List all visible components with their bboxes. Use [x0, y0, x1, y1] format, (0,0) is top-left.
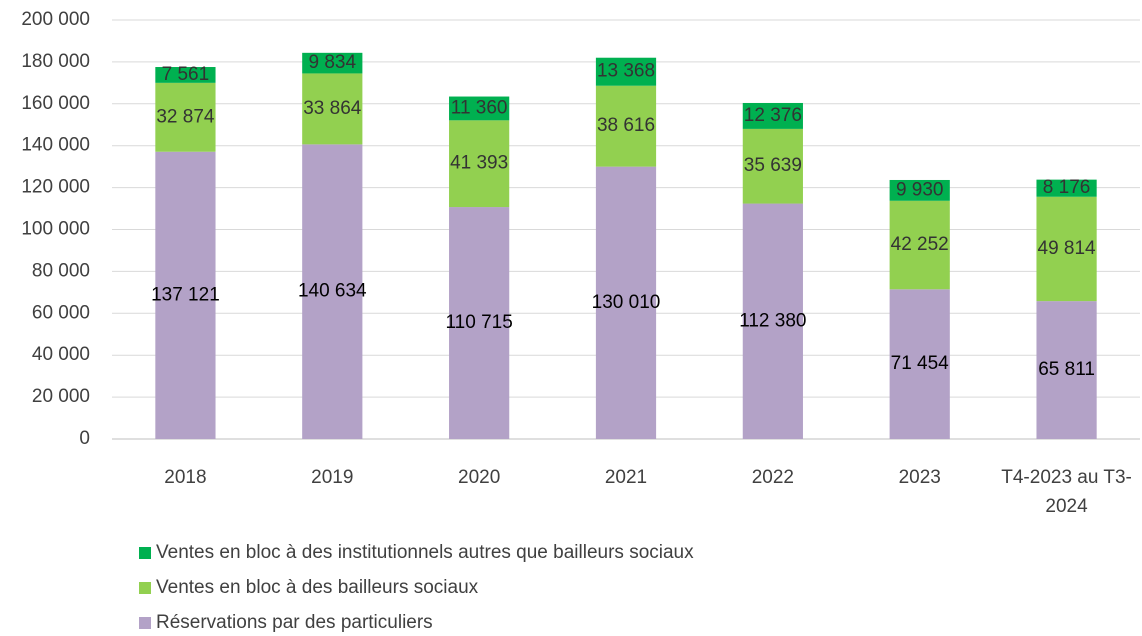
y-tick-label: 140 000 — [21, 135, 90, 156]
data-label: 32 874 — [156, 106, 215, 127]
bar-segment — [595, 166, 657, 440]
data-label: 65 811 — [1038, 359, 1095, 380]
y-tick-label: 80 000 — [32, 260, 90, 281]
bar-segment — [302, 144, 363, 439]
data-label: 112 380 — [739, 310, 806, 331]
bar-segment — [595, 57, 657, 86]
bar-segment — [595, 85, 657, 167]
bar-segment — [889, 179, 950, 201]
bar-segment — [1036, 196, 1097, 302]
y-tick-label: 120 000 — [21, 177, 90, 198]
data-label: 9 930 — [896, 179, 944, 200]
bar-segment — [449, 96, 510, 121]
data-label: 7 561 — [162, 64, 210, 85]
x-tick-label: 2018 — [164, 467, 207, 488]
data-label: 41 393 — [450, 153, 508, 174]
data-label: 35 639 — [744, 155, 802, 176]
data-label: 38 616 — [597, 115, 655, 136]
data-label: 9 834 — [309, 52, 357, 73]
data-label: 110 715 — [446, 312, 513, 333]
data-label: 130 010 — [592, 292, 661, 313]
data-label: 140 634 — [298, 281, 367, 302]
bar-segment — [742, 102, 803, 129]
x-tick-label: T4-2023 au T3-2024 — [1001, 467, 1132, 517]
bar-segment — [449, 120, 510, 208]
bar-segment — [742, 203, 803, 439]
legend-swatch — [139, 617, 151, 629]
data-label: 42 252 — [891, 234, 949, 255]
data-label: 33 864 — [303, 98, 362, 119]
y-tick-label: 160 000 — [21, 93, 90, 114]
x-tick-label: 2019 — [311, 467, 354, 488]
legend-label: Ventes en bloc à des institutionnels aut… — [156, 542, 694, 563]
data-label: 49 814 — [1038, 238, 1097, 259]
bar-segment — [449, 207, 510, 439]
bar-segment — [1036, 179, 1097, 197]
bar-segment — [889, 200, 950, 290]
x-tick-label: 2023 — [898, 467, 941, 488]
y-tick-label: 100 000 — [21, 219, 90, 240]
data-label: 12 376 — [744, 105, 802, 126]
bar-segment — [742, 128, 803, 204]
bar-segment — [889, 289, 950, 439]
y-tick-label: 200 000 — [21, 9, 90, 30]
y-tick-label: 40 000 — [32, 344, 90, 365]
legend-swatch — [139, 582, 151, 594]
legend-label: Ventes en bloc à des bailleurs sociaux — [156, 577, 479, 598]
legend-swatch — [139, 547, 151, 559]
bar-segment — [302, 73, 363, 145]
x-tick-label: 2020 — [458, 467, 501, 488]
bar-segment — [155, 67, 216, 83]
bar-segment — [155, 82, 216, 152]
x-tick-label: 2021 — [604, 467, 648, 488]
bar-segment — [1036, 301, 1097, 439]
y-tick-label: 180 000 — [21, 51, 90, 72]
y-tick-label: 60 000 — [32, 302, 90, 323]
data-label: 13 368 — [597, 61, 655, 82]
data-label: 8 176 — [1043, 177, 1091, 198]
y-tick-label: 20 000 — [32, 386, 90, 407]
bar-segment — [155, 151, 216, 439]
bar-segment — [302, 52, 363, 74]
y-tick-label: 0 — [79, 428, 90, 449]
data-label: 71 454 — [891, 353, 950, 374]
legend-label: Réservations par des particuliers — [156, 612, 433, 633]
data-label: 11 360 — [451, 97, 508, 118]
data-label: 137 121 — [151, 284, 220, 305]
x-tick-label: 2022 — [751, 467, 794, 488]
